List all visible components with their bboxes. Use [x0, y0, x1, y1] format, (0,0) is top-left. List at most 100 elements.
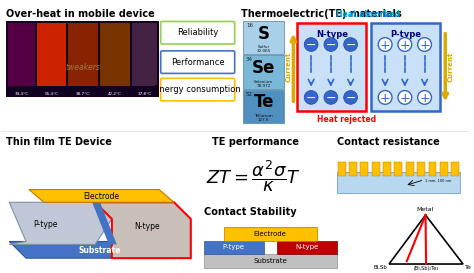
Circle shape — [14, 34, 29, 49]
Circle shape — [378, 91, 392, 104]
FancyBboxPatch shape — [161, 51, 235, 73]
Polygon shape — [95, 202, 191, 258]
Text: −: − — [346, 39, 356, 52]
Text: P-type: P-type — [34, 220, 58, 229]
Text: Substrate: Substrate — [253, 258, 287, 264]
Bar — [100, 23, 129, 86]
Text: Energy consumption: Energy consumption — [155, 85, 241, 94]
Text: Current: Current — [285, 52, 292, 82]
Circle shape — [40, 30, 64, 54]
Circle shape — [398, 91, 412, 104]
Bar — [406, 162, 414, 176]
Text: 1 mm, 100 nm: 1 mm, 100 nm — [425, 179, 452, 183]
Circle shape — [75, 34, 91, 50]
Bar — [371, 23, 440, 111]
Circle shape — [398, 38, 412, 51]
Circle shape — [344, 91, 357, 104]
Bar — [243, 55, 284, 89]
Polygon shape — [92, 202, 117, 244]
Text: Selenium: Selenium — [254, 80, 273, 84]
Bar — [428, 162, 437, 176]
Polygon shape — [9, 242, 191, 258]
Text: Reliability: Reliability — [177, 28, 219, 37]
Text: 32.065: 32.065 — [256, 49, 271, 54]
Circle shape — [378, 38, 392, 51]
Text: −: − — [306, 92, 316, 105]
Bar — [394, 162, 402, 176]
Bar — [243, 90, 284, 123]
Text: P-type: P-type — [223, 244, 245, 250]
Circle shape — [324, 38, 338, 51]
Circle shape — [110, 37, 119, 46]
Text: Metal: Metal — [417, 207, 434, 212]
Text: 127.6: 127.6 — [258, 118, 270, 122]
Text: Current: Current — [447, 52, 453, 82]
Text: −: − — [326, 39, 336, 52]
Bar — [337, 172, 460, 194]
Text: Te: Te — [254, 93, 274, 111]
Text: Contact resistance: Contact resistance — [337, 136, 439, 147]
Text: +: + — [380, 92, 391, 105]
Bar — [243, 21, 284, 54]
Text: 38.7°C: 38.7°C — [76, 93, 91, 96]
Circle shape — [44, 34, 60, 50]
Text: 42.2°C: 42.2°C — [108, 93, 122, 96]
Text: Te: Te — [465, 265, 472, 270]
Polygon shape — [29, 189, 174, 202]
Text: Electrode: Electrode — [83, 192, 119, 201]
Bar — [440, 162, 448, 176]
Text: 39.4°C: 39.4°C — [15, 93, 28, 96]
Text: Se: Se — [252, 59, 275, 77]
Text: +: + — [400, 39, 410, 52]
Text: 78.972: 78.972 — [256, 84, 271, 88]
Text: 16: 16 — [246, 23, 253, 28]
Text: N-type: N-type — [295, 244, 319, 250]
Circle shape — [112, 39, 117, 44]
Circle shape — [11, 31, 32, 52]
Bar — [349, 162, 357, 176]
Text: −: − — [326, 92, 336, 105]
Text: Over-heat in mobile device: Over-heat in mobile device — [6, 9, 155, 19]
Text: Tellurium: Tellurium — [255, 114, 273, 118]
Circle shape — [81, 39, 86, 44]
Text: 52: 52 — [246, 91, 253, 97]
Bar — [204, 241, 264, 254]
Circle shape — [324, 91, 338, 104]
Circle shape — [304, 91, 318, 104]
Bar — [372, 162, 380, 176]
Bar — [204, 254, 337, 268]
Text: +: + — [380, 39, 391, 52]
Circle shape — [418, 38, 431, 51]
Bar — [297, 23, 366, 111]
Text: TE performance: TE performance — [212, 136, 300, 147]
Bar — [132, 23, 157, 86]
Circle shape — [47, 37, 56, 46]
Text: Heat rejected: Heat rejected — [317, 115, 376, 124]
Bar — [277, 241, 337, 254]
Circle shape — [140, 38, 148, 46]
Circle shape — [418, 91, 431, 104]
Circle shape — [19, 40, 24, 44]
Bar — [37, 23, 66, 86]
Text: $ZT = \dfrac{\alpha^2\sigma}{\kappa}T$: $ZT = \dfrac{\alpha^2\sigma}{\kappa}T$ — [206, 158, 301, 194]
Text: Thermoelectric(TE) materials: Thermoelectric(TE) materials — [241, 9, 402, 19]
Bar — [417, 162, 425, 176]
Circle shape — [142, 40, 146, 44]
Bar — [6, 21, 159, 97]
FancyBboxPatch shape — [161, 78, 235, 101]
Text: 34: 34 — [246, 57, 253, 62]
Circle shape — [134, 32, 155, 52]
Text: N-type: N-type — [135, 222, 160, 231]
Text: Substrate: Substrate — [79, 246, 121, 255]
Text: +: + — [400, 92, 410, 105]
Bar — [68, 23, 98, 86]
Circle shape — [344, 38, 357, 51]
Text: P-type: P-type — [390, 30, 421, 39]
Text: +: + — [419, 92, 430, 105]
Text: −: − — [346, 92, 356, 105]
Bar — [451, 162, 459, 176]
Text: Electrode: Electrode — [254, 231, 287, 237]
Circle shape — [103, 30, 127, 54]
Circle shape — [79, 37, 88, 46]
Text: Heat absorbed: Heat absorbed — [337, 10, 400, 19]
